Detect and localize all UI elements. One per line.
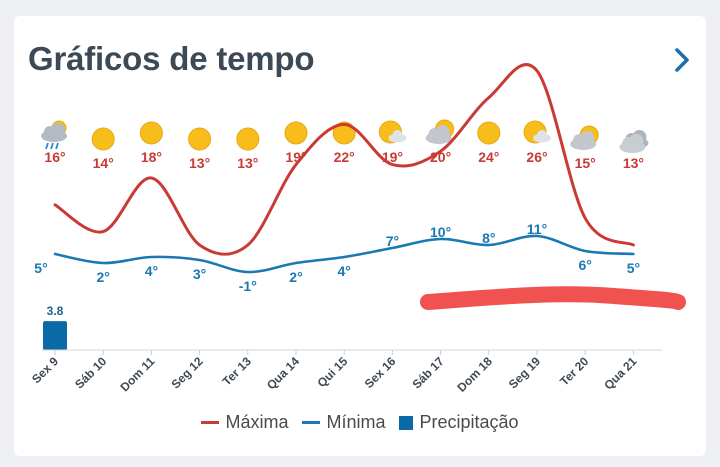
legend-min[interactable]: Mínima (302, 412, 385, 433)
x-tick-label: Seg 19 (506, 354, 543, 391)
sun-icon (332, 121, 356, 145)
sun-small-cloud-icon (378, 120, 407, 144)
card-title: Gráficos de tempo (28, 40, 315, 77)
x-axis: Sex 9 Sáb 10 Dom 11 Seg 12 Ter 13 Qua 14 Qui 1… (29, 349, 662, 395)
min-temp-label: 4° (145, 263, 158, 279)
min-temp-label: 4° (338, 263, 351, 279)
min-temp-label: 2° (97, 269, 110, 285)
sun-icon (188, 127, 212, 151)
legend-precip[interactable]: Precipitação (399, 412, 519, 433)
x-tick-label: Sex 9 (29, 354, 61, 386)
max-temp-label: 16° (44, 149, 65, 165)
sun-small-cloud-icon (523, 120, 551, 144)
x-tick-label: Dom 18 (454, 354, 495, 395)
min-temp-label: 5° (34, 260, 47, 276)
sun-icon (139, 121, 163, 145)
x-tick-label: Ter 20 (557, 354, 592, 389)
min-temp-label: 7° (386, 233, 399, 249)
cloud-icon (619, 130, 649, 153)
chevron-right-icon[interactable] (668, 44, 696, 76)
min-temp-label: 2° (289, 269, 302, 285)
sun-icon (477, 121, 501, 145)
x-tick-label: Qui 15 (314, 354, 350, 390)
legend-max-swatch (201, 421, 220, 424)
partly-cloudy-icon (425, 119, 455, 144)
precip-bar (43, 321, 67, 350)
legend-min-swatch (302, 421, 321, 424)
max-temp-label: 20° (430, 149, 451, 165)
min-temp-label: 3° (193, 266, 206, 282)
precip-label: 3.8 (47, 304, 64, 318)
max-temp-label: 22° (334, 149, 355, 165)
legend-min-label: Mínima (326, 412, 386, 432)
min-temp-label: 8° (482, 230, 495, 246)
legend-max[interactable]: Máxima (201, 412, 288, 433)
max-temp-label: 13° (189, 155, 210, 171)
chart-labels: 16° 14° 18° 13° 13° 19° 22° 19° 20° 24° 26° 15° 13° 5… (34, 149, 686, 318)
sun-icon (91, 127, 115, 151)
x-tick-label: Ter 13 (220, 354, 255, 389)
x-tick-label: Dom 11 (117, 354, 157, 394)
sun-icon (236, 127, 260, 151)
min-temp-label: 11° (527, 221, 547, 237)
min-temp-label: -1° (239, 278, 257, 294)
max-temp-label: 26° (526, 149, 547, 165)
x-tick-label: Seg 12 (168, 354, 205, 391)
max-temp-label: 13° (237, 155, 258, 171)
legend-max-label: Máxima (225, 412, 289, 432)
min-temp-label: 5° (627, 260, 640, 276)
max-temp-label: 19° (285, 149, 306, 165)
legend-precip-swatch (399, 415, 414, 430)
weather-icons (41, 119, 649, 153)
chart-lines (43, 63, 635, 350)
x-tick-label: Qua 21 (601, 354, 639, 392)
max-temp-label: 19° (382, 149, 403, 165)
max-temp-label: 24° (478, 149, 499, 165)
max-temp-label: 13° (623, 155, 644, 171)
min-temp-line (53, 234, 635, 274)
max-temp-label: 18° (141, 149, 162, 165)
weather-chart: 16° 14° 18° 13° 13° 19° 22° 19° 20° 24° 26° 15° 13° 5… (29, 63, 686, 395)
legend-precip-label: Precipitação (419, 412, 519, 432)
max-temp-label: 14° (93, 155, 114, 171)
chart-legend: Máxima Mínima Precipitação (14, 412, 706, 433)
max-temp-label: 15° (575, 155, 596, 171)
partly-cloudy-icon (570, 125, 599, 150)
x-tick-label: Qua 14 (264, 354, 302, 392)
min-temp-label: 10° (430, 224, 451, 240)
x-tick-label: Sex 16 (362, 354, 399, 391)
x-tick-label: Sáb 10 (72, 354, 109, 391)
max-temp-line (53, 63, 635, 256)
redaction-mark (420, 286, 686, 310)
rain-cloud-icon (41, 120, 67, 150)
x-tick-label: Sáb 17 (409, 354, 446, 391)
sun-icon (284, 121, 308, 145)
min-temp-label: 6° (579, 257, 592, 273)
weather-charts-card: Gráficos de tempo 16° 14° 18° 13° 13° 19° 22° 1… (14, 16, 706, 456)
